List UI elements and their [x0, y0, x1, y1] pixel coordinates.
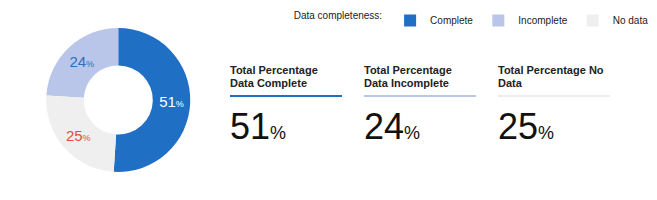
svg-text:51%: 51% — [159, 93, 184, 110]
html-text:Total Percentage Data Incomple: Total Percentage Data Incomplete — [364, 64, 452, 89]
svg-text:No data: No data — [613, 15, 648, 26]
html-text:51: 51 — [230, 106, 270, 147]
html-text:Total Percentage No Data: Total Percentage No Data — [498, 64, 604, 89]
html-text:25: 25 — [498, 106, 538, 147]
svg-text:Incomplete: Incomplete — [518, 15, 567, 26]
html-text:24: 24 — [364, 106, 404, 147]
svg-text:24%: 24% — [69, 53, 94, 70]
svg-text:Complete: Complete — [430, 15, 473, 26]
svg-text:Data completeness:: Data completeness: — [294, 10, 382, 21]
svg-text:25%: 25% — [66, 127, 91, 144]
html-text:Total Percentage Data Complete: Total Percentage Data Complete — [230, 64, 318, 89]
